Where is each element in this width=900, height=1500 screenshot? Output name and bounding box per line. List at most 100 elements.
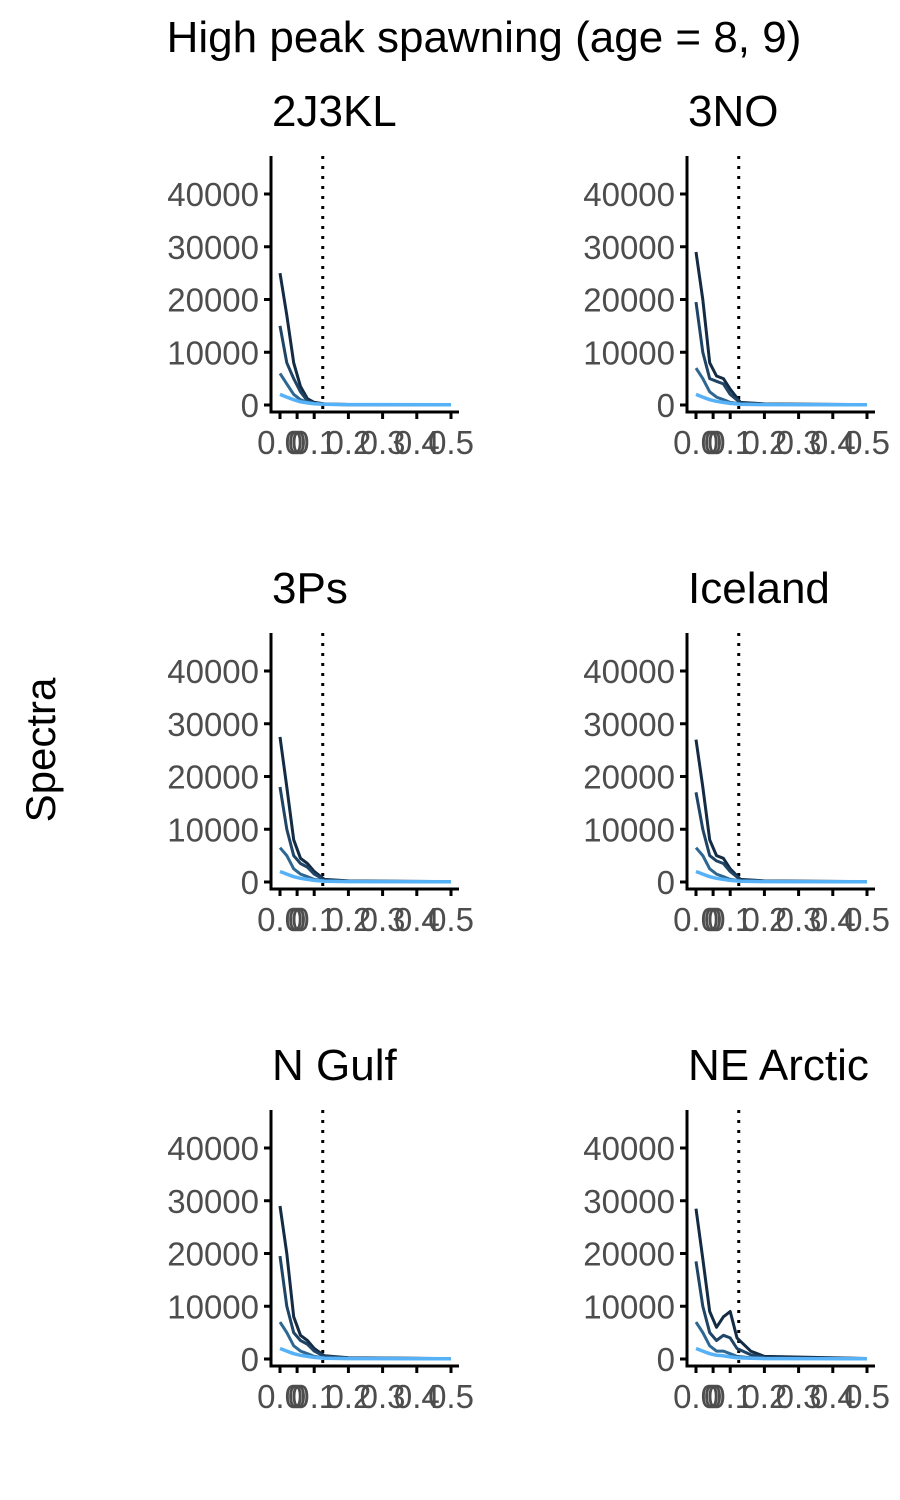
- series-line-1: [694, 739, 868, 884]
- y-tick-label: 30000: [167, 1183, 259, 1220]
- series-line-4: [279, 1346, 452, 1361]
- panel-3ps: 3Ps0100002000030000400000.000.10.20.30.4…: [167, 564, 474, 938]
- series-line-3: [694, 367, 868, 407]
- series-line-1: [278, 272, 452, 407]
- panels: 2J3KL0100002000030000400000.000.10.20.30…: [167, 87, 890, 1415]
- x-tick-label: 0.5: [844, 901, 890, 938]
- y-tick-label: 30000: [167, 229, 259, 266]
- y-tick-label: 0: [657, 387, 675, 424]
- y-tick-label: 10000: [583, 334, 675, 371]
- x-tick-label: 0.5: [428, 1378, 474, 1415]
- x-tick-label: 0.5: [428, 901, 474, 938]
- x-tick-label: 0.3: [776, 901, 822, 938]
- series-line-4: [695, 392, 868, 407]
- y-axis-label: Spectra: [17, 677, 64, 822]
- panel-iceland: Iceland0100002000030000400000.000.10.20.…: [583, 564, 890, 938]
- x-tick-label: 0.3: [776, 424, 822, 461]
- x-tick-label: 0.5: [428, 424, 474, 461]
- x-tick-label: 0.1: [707, 424, 753, 461]
- series-line-1: [694, 1208, 868, 1360]
- x-tick-label: 0.3: [360, 901, 406, 938]
- x-tick-label: 0.2: [325, 901, 371, 938]
- x-tick-label: 0.1: [291, 424, 337, 461]
- series-line-4: [279, 869, 452, 884]
- y-tick-label: 20000: [583, 282, 675, 319]
- series-line-4: [695, 869, 868, 884]
- x-tick-label: 0.1: [707, 1378, 753, 1415]
- y-tick-label: 40000: [167, 176, 259, 213]
- panel-title: Iceland: [688, 564, 830, 613]
- panel-title: 3NO: [688, 87, 778, 136]
- series-line-2: [694, 1261, 868, 1361]
- x-tick-label: 0.1: [707, 901, 753, 938]
- panel-title: N Gulf: [272, 1041, 397, 1090]
- x-tick-label: 0.2: [741, 424, 787, 461]
- y-tick-label: 10000: [583, 811, 675, 848]
- y-tick-label: 40000: [583, 1130, 675, 1167]
- x-tick-label: 0.0: [257, 1378, 303, 1415]
- y-tick-label: 40000: [583, 176, 675, 213]
- y-tick-label: 20000: [583, 1236, 675, 1273]
- x-tick-label: 0.1: [291, 901, 337, 938]
- series-line-2: [278, 786, 452, 884]
- panel-title: 3Ps: [272, 564, 348, 613]
- x-tick-label: 0.4: [810, 901, 856, 938]
- y-tick-label: 10000: [167, 811, 259, 848]
- y-tick-label: 20000: [583, 759, 675, 796]
- y-tick-label: 30000: [583, 229, 675, 266]
- x-tick-label: 0.0: [673, 901, 719, 938]
- x-tick-label: 0.4: [810, 1378, 856, 1415]
- panel-n-gulf: N Gulf0100002000030000400000.000.10.20.3…: [167, 1041, 474, 1415]
- x-tick-label: 0: [704, 424, 722, 461]
- y-tick-label: 40000: [583, 653, 675, 690]
- x-tick-label: 0.4: [394, 901, 440, 938]
- y-tick-label: 30000: [167, 706, 259, 743]
- y-tick-label: 10000: [583, 1288, 675, 1325]
- x-tick-label: 0.2: [741, 901, 787, 938]
- x-tick-label: 0.3: [360, 424, 406, 461]
- y-tick-label: 30000: [583, 706, 675, 743]
- y-tick-label: 0: [241, 864, 259, 901]
- x-tick-label: 0.0: [673, 1378, 719, 1415]
- y-tick-label: 0: [657, 1341, 675, 1378]
- x-tick-label: 0.4: [394, 424, 440, 461]
- panel-2j3kl: 2J3KL0100002000030000400000.000.10.20.30…: [167, 87, 474, 461]
- x-tick-label: 0: [288, 1378, 306, 1415]
- x-tick-label: 0.0: [257, 901, 303, 938]
- series-line-3: [694, 846, 868, 884]
- panel-title: 2J3KL: [272, 87, 397, 136]
- y-tick-label: 0: [241, 387, 259, 424]
- y-tick-label: 40000: [167, 653, 259, 690]
- panel-title: NE Arctic: [688, 1041, 869, 1090]
- series-line-2: [694, 301, 868, 407]
- x-tick-label: 0.5: [844, 424, 890, 461]
- y-tick-label: 0: [241, 1341, 259, 1378]
- series-line-2: [694, 792, 868, 884]
- series-line-1: [278, 736, 452, 884]
- x-tick-label: 0.2: [741, 1378, 787, 1415]
- x-tick-label: 0.0: [257, 424, 303, 461]
- y-tick-label: 40000: [167, 1130, 259, 1167]
- x-tick-label: 0: [288, 424, 306, 461]
- x-tick-label: 0.0: [673, 424, 719, 461]
- x-tick-label: 0: [704, 901, 722, 938]
- series-line-4: [695, 1346, 868, 1361]
- x-tick-label: 0.3: [776, 1378, 822, 1415]
- x-tick-label: 0.1: [291, 1378, 337, 1415]
- y-tick-label: 20000: [167, 282, 259, 319]
- y-tick-label: 10000: [167, 334, 259, 371]
- y-tick-label: 20000: [167, 759, 259, 796]
- x-tick-label: 0.4: [810, 424, 856, 461]
- x-tick-label: 0.4: [394, 1378, 440, 1415]
- x-tick-label: 0.2: [325, 1378, 371, 1415]
- series-line-2: [278, 1255, 452, 1361]
- x-tick-label: 0.5: [844, 1378, 890, 1415]
- chart-title: High peak spawning (age = 8, 9): [167, 13, 802, 62]
- x-tick-label: 0.2: [325, 424, 371, 461]
- y-tick-label: 30000: [583, 1183, 675, 1220]
- x-tick-label: 0: [288, 901, 306, 938]
- y-tick-label: 10000: [167, 1288, 259, 1325]
- y-tick-label: 0: [657, 864, 675, 901]
- panel-ne-arctic: NE Arctic0100002000030000400000.000.10.2…: [583, 1041, 890, 1415]
